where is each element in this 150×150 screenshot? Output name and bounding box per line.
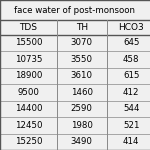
Text: 10735: 10735	[15, 55, 42, 64]
Text: TDS: TDS	[20, 23, 38, 32]
Text: 645: 645	[123, 38, 140, 47]
Text: 521: 521	[123, 121, 140, 130]
Text: 615: 615	[123, 71, 140, 80]
Text: 9500: 9500	[18, 88, 39, 97]
Text: 1460: 1460	[71, 88, 93, 97]
Text: 3550: 3550	[71, 55, 93, 64]
Text: 414: 414	[123, 137, 140, 146]
Text: 2590: 2590	[71, 104, 93, 113]
Text: 15250: 15250	[15, 137, 42, 146]
Text: 458: 458	[123, 55, 140, 64]
Text: 3070: 3070	[71, 38, 93, 47]
Text: 15500: 15500	[15, 38, 42, 47]
Text: 18900: 18900	[15, 71, 42, 80]
Text: face water of post-monsoon: face water of post-monsoon	[15, 6, 135, 15]
Text: 14400: 14400	[15, 104, 42, 113]
Text: 1980: 1980	[71, 121, 93, 130]
Text: 412: 412	[123, 88, 140, 97]
Text: 12450: 12450	[15, 121, 42, 130]
Text: 3490: 3490	[71, 137, 93, 146]
Text: 544: 544	[123, 104, 140, 113]
Text: HCO3: HCO3	[118, 23, 144, 32]
Text: 3610: 3610	[71, 71, 93, 80]
Text: TH: TH	[76, 23, 88, 32]
